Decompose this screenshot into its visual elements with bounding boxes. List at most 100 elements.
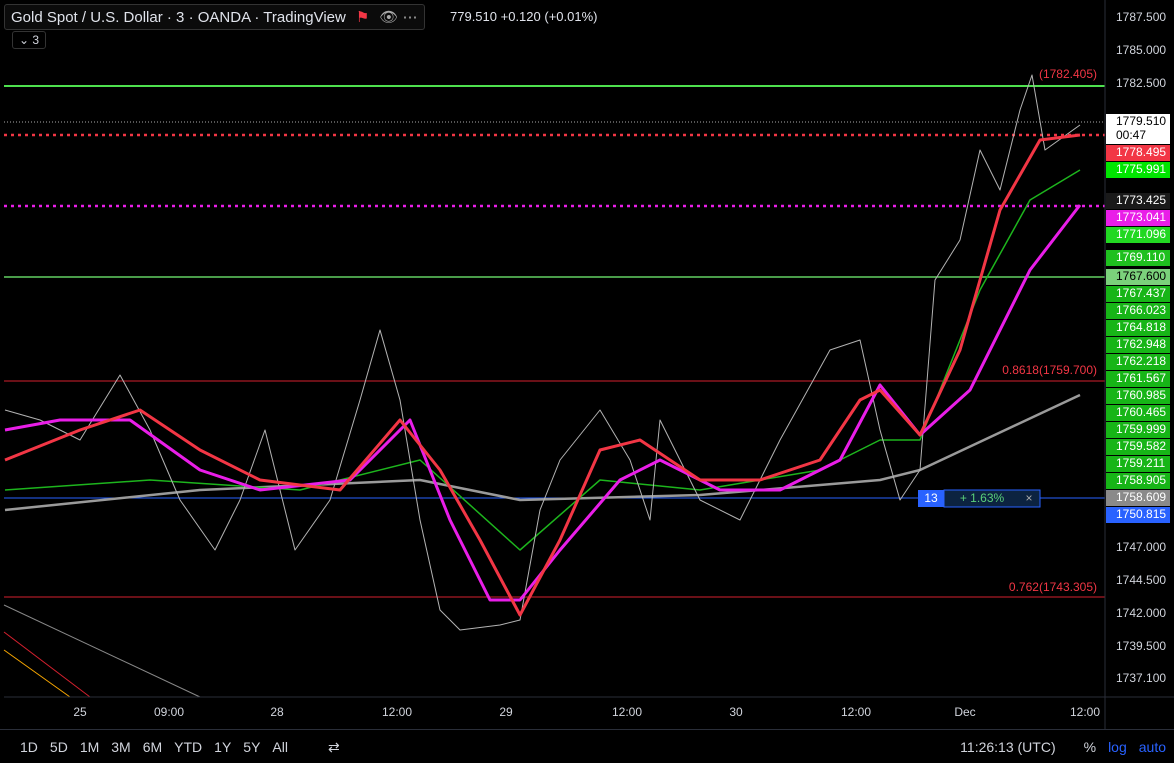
price-badge <box>1106 337 1170 353</box>
scale-option[interactable]: % <box>1083 739 1097 755</box>
title-text: Gold Spot / U.S. Dollar · 3 · OANDA · Tr… <box>11 8 346 26</box>
price-badge-label: 1759.211 <box>1116 456 1165 470</box>
price-badge <box>1106 303 1170 319</box>
price-badge-label: 1761.567 <box>1116 371 1166 385</box>
annotation: 0.762(1743.305) <box>1009 580 1097 594</box>
scale-option[interactable]: auto <box>1138 739 1166 755</box>
price-badge-label: 1760.985 <box>1116 388 1166 402</box>
measure-close[interactable]: × <box>1025 491 1032 505</box>
price-badge <box>1106 210 1170 226</box>
scale-option[interactable]: log <box>1108 739 1127 755</box>
price-badge-label: 1775.991 <box>1116 162 1166 176</box>
range-button[interactable]: YTD <box>174 739 203 755</box>
price-badge <box>1106 162 1170 178</box>
range-buttons: 1D 5D 1M 3M 6M YTD 1Y 5Y All <box>8 739 288 755</box>
price-tick-label: 1787.500 <box>1116 10 1166 24</box>
ma-green <box>4 169 1081 551</box>
price-badge-label: 1773.041 <box>1116 210 1166 224</box>
series <box>4 74 1082 631</box>
price-change: 779.510 +0.120 (+0.01%) <box>450 9 597 24</box>
range-button[interactable]: 1Y <box>214 739 232 755</box>
time-tick-label: 12:00 <box>841 705 871 719</box>
flag: ⚑ <box>355 9 370 26</box>
price-badge-label: 1778.495 <box>1116 145 1166 159</box>
price-badge <box>1106 507 1170 523</box>
range-button[interactable]: 5Y <box>243 739 261 755</box>
measure-bars: 13 <box>924 491 938 505</box>
price-badge-label: 1762.948 <box>1116 337 1166 351</box>
price-badge-label: 1773.425 <box>1116 193 1166 207</box>
time-tick-label: 12:00 <box>612 705 642 719</box>
price-badge <box>1106 490 1170 506</box>
price-badge <box>1106 269 1170 285</box>
price-badge-label: 1760.465 <box>1116 405 1166 419</box>
price-badge-label: 1766.023 <box>1116 303 1166 317</box>
price-badge-label: 1764.818 <box>1116 320 1166 334</box>
time-tick-label: 12:00 <box>1070 705 1100 719</box>
indicator-toggle[interactable]: ⌄ 3 <box>12 31 47 49</box>
measure-bar <box>943 489 1041 508</box>
bottom-toolbar: 1D 5D 1M 3M 6M YTD 1Y 5Y All ⇄ 11:26:13 (UTC) % l… <box>0 729 1174 763</box>
clock: 11:26:13 (UTC) <box>960 739 1056 755</box>
price-tick-label: 1744.500 <box>1116 573 1166 587</box>
change: +0.120 (+0.01%) <box>500 9 598 24</box>
price-badge-label: 1759.999 <box>1116 422 1166 436</box>
price-badge <box>1106 422 1170 438</box>
price-badge-label: 1779.510 <box>1116 114 1166 128</box>
price-badge <box>1106 320 1170 336</box>
price-badge <box>1106 193 1170 209</box>
channel <box>3 649 71 698</box>
price-badge-countdown: 00:47 <box>1116 128 1146 142</box>
price-series <box>4 74 1081 631</box>
ma-red <box>4 133 1081 617</box>
time-tick-label: 25 <box>73 705 87 719</box>
symbol-title[interactable]: Gold Spot / U.S. Dollar · 3 · OANDA · Tr… <box>4 4 425 30</box>
range-button[interactable]: 3M <box>111 739 131 755</box>
price-badge <box>1106 456 1170 472</box>
time-tick-label: 29 <box>499 705 513 719</box>
price-badge <box>1106 286 1170 302</box>
compare-icon[interactable]: ⇄ <box>327 738 340 755</box>
time-tick-label: 09:00 <box>154 705 184 719</box>
price-tick-label: 1747.000 <box>1116 540 1166 554</box>
channel <box>3 604 201 698</box>
price-badge-label: 1759.582 <box>1116 439 1166 453</box>
price-tick-label: 1785.000 <box>1116 43 1166 57</box>
price-badge-label: 1767.437 <box>1116 286 1166 300</box>
annotation: (1782.405) <box>1039 67 1097 81</box>
range-button[interactable]: 1M <box>79 739 100 755</box>
range-button[interactable]: 5D <box>49 739 68 755</box>
range-button[interactable]: 6M <box>142 739 163 755</box>
time-tick-label: 12:00 <box>382 705 412 719</box>
price-badge-label: 1758.609 <box>1116 490 1166 504</box>
icons: 👁 ⋯ <box>379 9 418 26</box>
price-badge-label: 1762.218 <box>1116 354 1166 368</box>
price-badge-label: 1750.815 <box>1116 507 1166 521</box>
ma-magenta <box>4 204 1082 602</box>
indicator-count: 3 <box>32 33 40 47</box>
price-badge-label: 1767.600 <box>1116 269 1166 283</box>
last-price: 779.510 <box>450 9 497 24</box>
price-badge-label: 1758.905 <box>1116 473 1166 487</box>
price-badge <box>1106 439 1170 455</box>
annotation: 0.8618(1759.700) <box>1002 363 1097 377</box>
price-tick-label: 1782.500 <box>1116 76 1166 90</box>
range-button[interactable]: 1D <box>20 739 38 755</box>
price-tick-label: 1739.500 <box>1116 639 1166 653</box>
price-badge <box>1106 388 1170 404</box>
price-badge-label: 1771.096 <box>1116 227 1166 241</box>
time-tick-label: Dec <box>954 705 975 719</box>
price-badge <box>1106 354 1170 370</box>
ma-gray <box>4 393 1081 512</box>
range-button[interactable]: All <box>272 739 288 755</box>
time-tick-label: 30 <box>729 705 743 719</box>
price-badge <box>1106 371 1170 387</box>
price-badge-label: 1769.110 <box>1116 250 1165 264</box>
scale-options: % log auto <box>1072 739 1166 755</box>
price-badge <box>1106 114 1170 144</box>
price-badge <box>1106 227 1170 243</box>
channel <box>3 631 91 698</box>
price-tick-label: 1742.000 <box>1116 606 1166 620</box>
